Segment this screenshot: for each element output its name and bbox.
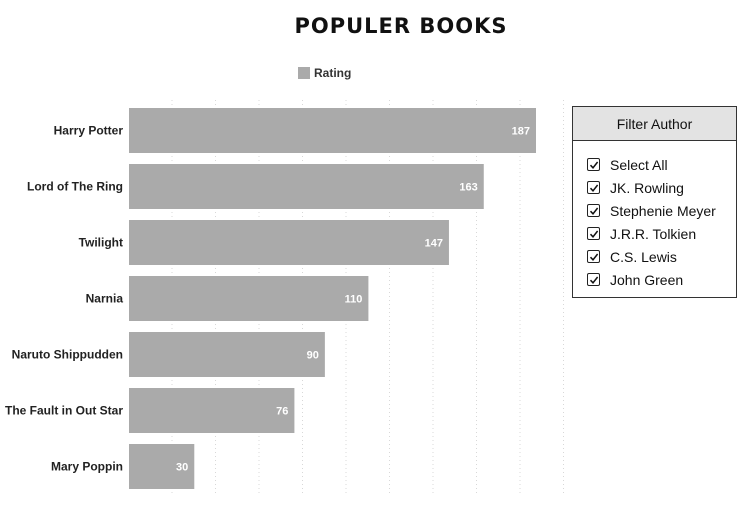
category-label: Mary Poppin [51, 460, 123, 474]
value-label: 76 [276, 406, 288, 418]
category-label: Lord of The Ring [27, 180, 123, 194]
checkbox-icon[interactable] [587, 227, 600, 240]
value-label: 147 [425, 238, 443, 250]
filter-item-select-all[interactable]: Select All [587, 153, 736, 176]
checkbox-icon[interactable] [587, 204, 600, 217]
check-icon [589, 207, 598, 215]
filter-list: Select All JK. Rowling Stephenie Meyer J… [573, 141, 736, 291]
legend: Rating [298, 66, 351, 80]
filter-item-cs-lewis[interactable]: C.S. Lewis [587, 245, 736, 268]
bar [129, 108, 536, 153]
category-label: Twilight [79, 236, 123, 250]
legend-label: Rating [314, 66, 352, 80]
value-label: 163 [459, 182, 477, 194]
check-icon [589, 276, 598, 284]
category-label: The Fault in Out Star [5, 404, 123, 418]
filter-title: Filter Author [573, 107, 736, 141]
filter-item-jrr-tolkien[interactable]: J.R.R. Tolkien [587, 222, 736, 245]
bar [129, 332, 325, 377]
category-label: Naruto Shippudden [12, 348, 123, 362]
bar [129, 220, 449, 265]
value-label: 90 [307, 350, 319, 362]
bar [129, 388, 295, 433]
value-label: 187 [512, 126, 530, 138]
check-icon [589, 161, 598, 169]
value-label: 30 [176, 462, 188, 474]
filter-item-label: John Green [610, 271, 684, 288]
filter-item-label: Stephenie Meyer [610, 202, 716, 219]
checkbox-icon[interactable] [587, 250, 600, 263]
checkbox-icon[interactable] [587, 158, 600, 171]
bar [129, 444, 195, 489]
checkbox-icon[interactable] [587, 181, 600, 194]
filter-item-label: J.R.R. Tolkien [610, 225, 697, 242]
filter-author-panel: Filter Author Select All JK. Rowling Ste… [572, 106, 737, 298]
legend-swatch [298, 67, 310, 79]
value-label: 110 [345, 294, 363, 306]
bars: Harry Potter 187 Lord of The Ring 163 Twilig… [5, 108, 536, 489]
bar [129, 164, 484, 209]
filter-item-john-green[interactable]: John Green [587, 268, 736, 291]
filter-item-jk-rowling[interactable]: JK. Rowling [587, 176, 736, 199]
filter-item-label: JK. Rowling [610, 179, 684, 196]
bar [129, 276, 369, 321]
check-icon [589, 230, 598, 238]
filter-item-stephenie-meyer[interactable]: Stephenie Meyer [587, 199, 736, 222]
check-icon [589, 184, 598, 192]
category-label: Narnia [86, 292, 124, 306]
filter-item-label: C.S. Lewis [610, 248, 677, 265]
checkbox-icon[interactable] [587, 273, 600, 286]
chart-title: POPULER BOOKS [294, 14, 508, 38]
filter-item-label: Select All [610, 156, 668, 173]
category-label: Harry Potter [54, 124, 124, 138]
check-icon [589, 253, 598, 261]
